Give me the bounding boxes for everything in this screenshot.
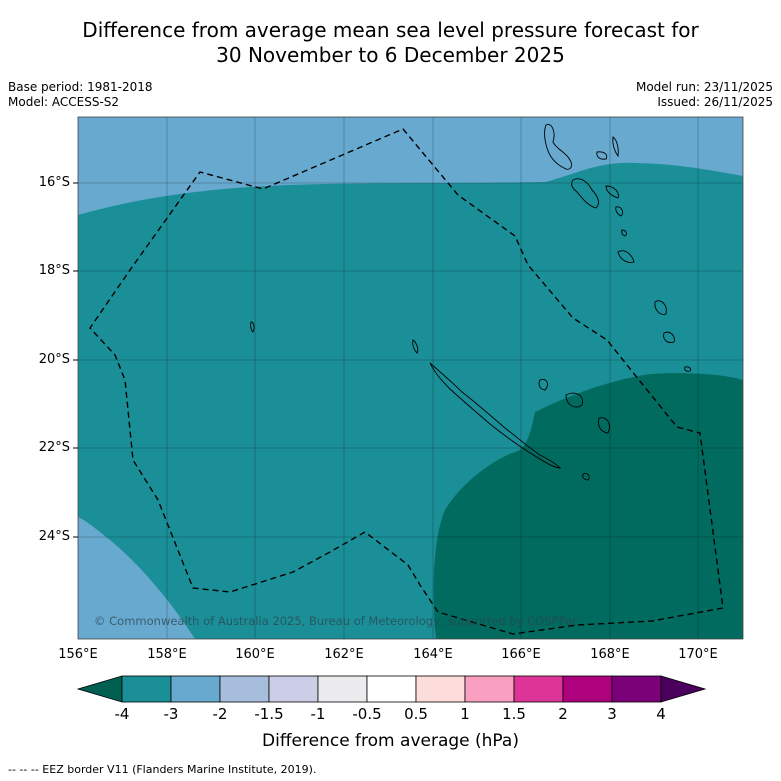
title-line-2: 30 November to 6 December 2025 (216, 43, 565, 67)
colorbar-bin-5 (366, 675, 417, 703)
lat-label-16s: 16°S (38, 175, 70, 190)
lat-label-20s: 20°S (38, 352, 70, 367)
meta-right: Model run: 23/11/2025 Issued: 26/11/2025 (636, 80, 773, 110)
model-run: Model run: 23/11/2025 (635, 80, 773, 94)
tick-marks (73, 182, 78, 538)
lon-label-156e: 156°E (58, 647, 98, 662)
region-below-minus4 (433, 373, 743, 639)
colorbar-bin-1 (170, 675, 221, 703)
lon-label-158e: 158°E (147, 647, 187, 662)
cb-tick-2: -2 (212, 705, 228, 723)
lat-label-22s: 22°S (38, 440, 70, 455)
colorbar-bin-0 (121, 675, 172, 703)
colorbar-label: Difference from average (hPa) (262, 731, 519, 751)
lon-label-162e: 162°E (324, 647, 364, 662)
lat-label-18s: 18°S (38, 263, 70, 278)
map-frame (77, 116, 744, 640)
colorbar-bin-4 (317, 675, 368, 703)
chart-title: Difference from average mean sea level p… (0, 18, 781, 68)
lon-label-166e: 166°E (501, 647, 541, 662)
graticule (78, 117, 743, 639)
cb-tick-10: 3 (607, 705, 617, 723)
cb-tick-8: 1.5 (502, 705, 526, 723)
vanuatu-coast (544, 124, 573, 170)
cb-tick-1: -3 (163, 705, 179, 723)
coastlines (250, 124, 692, 481)
eez-border (89, 128, 724, 635)
eez-legend: -- -- -- EEZ border V11 (Flanders Marine… (8, 763, 317, 776)
new-caledonia-coast (429, 362, 562, 469)
cb-tick-6: 0.5 (404, 705, 428, 723)
colorbar-under-arrow (76, 675, 123, 703)
map-copyright: © Commonwealth of Australia 2025, Bureau… (94, 614, 579, 628)
colorbar-bin-2 (219, 675, 270, 703)
colorbar (76, 675, 707, 703)
colorbar-over-arrow (660, 675, 707, 703)
loyalty-islands-coast (565, 392, 583, 408)
cb-tick-11: 4 (656, 705, 666, 723)
lon-label-160e: 160°E (235, 647, 275, 662)
colorbar-bin-10 (611, 675, 662, 703)
cb-tick-9: 2 (558, 705, 568, 723)
colorbar-bin-3 (268, 675, 319, 703)
base-period: Base period: 1981-2018 (8, 80, 153, 94)
model-name: Model: ACCESS-S2 (8, 95, 120, 109)
cb-tick-4: -1 (310, 705, 326, 723)
lon-label-168e: 168°E (590, 647, 630, 662)
lat-label-24s: 24°S (38, 529, 70, 544)
colorbar-bin-7 (464, 675, 515, 703)
cb-tick-0: -4 (114, 705, 130, 723)
map-area (78, 117, 743, 639)
colorbar-bin-8 (513, 675, 564, 703)
issued-date: Issued: 26/11/2025 (657, 95, 773, 109)
lon-label-164e: 164°E (413, 647, 453, 662)
lon-label-170e: 170°E (678, 647, 718, 662)
colorbar-bin-9 (562, 675, 613, 703)
cb-tick-5: -0.5 (352, 705, 382, 723)
title-line-1: Difference from average mean sea level p… (82, 18, 699, 42)
meta-left: Base period: 1981-2018 Model: ACCESS-S2 (8, 80, 153, 110)
cb-tick-3: -1.5 (254, 705, 284, 723)
cb-tick-7: 1 (460, 705, 470, 723)
colorbar-bin-6 (415, 675, 466, 703)
